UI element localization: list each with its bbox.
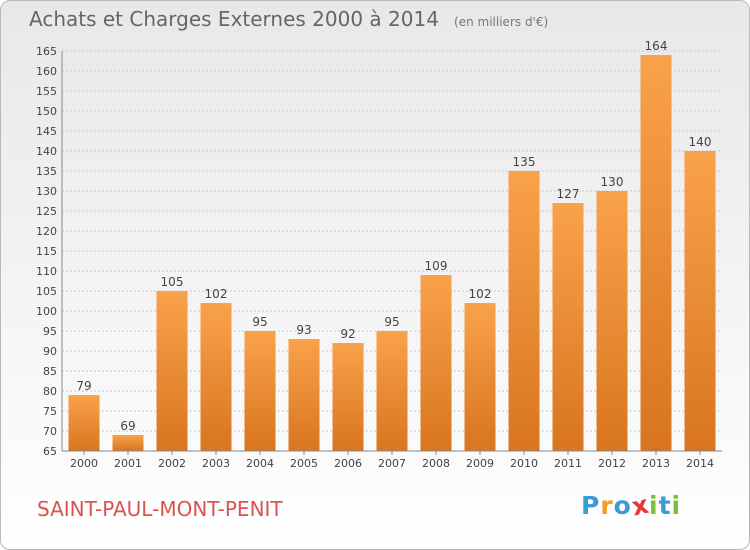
y-tick-label: 135 [36, 165, 57, 178]
bar-value-label: 69 [120, 419, 135, 433]
bar-value-label: 164 [645, 39, 668, 53]
logo-letter: P [581, 491, 601, 520]
bar-2002 [156, 291, 188, 451]
y-tick-label: 90 [43, 345, 57, 358]
y-tick-label: 140 [36, 145, 57, 158]
bar-value-label: 135 [513, 155, 536, 169]
x-tick-label: 2002 [158, 457, 186, 470]
bar-2007 [376, 331, 408, 451]
bar-2013 [640, 55, 672, 451]
bar-value-label: 95 [384, 315, 399, 329]
x-tick-label: 2011 [554, 457, 582, 470]
chart-subtitle: (en milliers d'€) [454, 15, 549, 29]
title-block: Achats et Charges Externes 2000 à 2014 (… [29, 7, 548, 31]
bar-2014 [684, 151, 716, 451]
y-tick-label: 100 [36, 305, 57, 318]
bar-2001 [112, 435, 144, 451]
bar-value-label: 102 [205, 287, 228, 301]
x-tick-label: 2004 [246, 457, 274, 470]
x-tick-label: 2000 [70, 457, 98, 470]
x-tick-label: 2014 [686, 457, 714, 470]
y-tick-label: 80 [43, 385, 57, 398]
x-tick-label: 2007 [378, 457, 406, 470]
bar-2003 [200, 303, 232, 451]
bar-2000 [68, 395, 100, 451]
y-tick-label: 145 [36, 125, 57, 138]
bar-2009 [464, 303, 496, 451]
bar-value-label: 140 [689, 135, 712, 149]
bar-2012 [596, 191, 628, 451]
bar-2011 [552, 203, 584, 451]
x-tick-label: 2013 [642, 457, 670, 470]
y-tick-label: 155 [36, 85, 57, 98]
y-tick-label: 165 [36, 45, 57, 58]
x-tick-label: 2010 [510, 457, 538, 470]
bar-value-label: 130 [601, 175, 624, 189]
commune-name: SAINT-PAUL-MONT-PENIT [37, 497, 283, 521]
bar-value-label: 127 [557, 187, 580, 201]
bar-2004 [244, 331, 276, 451]
bar-2005 [288, 339, 320, 451]
bar-2008 [420, 275, 452, 451]
bar-value-label: 105 [161, 275, 184, 289]
x-tick-label: 2006 [334, 457, 362, 470]
bar-value-label: 93 [296, 323, 311, 337]
x-tick-label: 2008 [422, 457, 450, 470]
y-tick-label: 95 [43, 325, 57, 338]
y-tick-label: 120 [36, 225, 57, 238]
x-tick-label: 2001 [114, 457, 142, 470]
x-tick-label: 2005 [290, 457, 318, 470]
y-tick-label: 130 [36, 185, 57, 198]
x-tick-label: 2003 [202, 457, 230, 470]
chart-title: Achats et Charges Externes 2000 à 2014 [29, 7, 439, 31]
y-tick-label: 70 [43, 425, 57, 438]
x-tick-label: 2009 [466, 457, 494, 470]
logo-letter: i [649, 491, 659, 520]
y-tick-label: 85 [43, 365, 57, 378]
y-tick-label: 110 [36, 265, 57, 278]
bar-2010 [508, 171, 540, 451]
y-tick-label: 65 [43, 445, 57, 458]
logo-letter: o [613, 491, 632, 520]
y-tick-label: 115 [36, 245, 57, 258]
bar-value-label: 79 [76, 379, 91, 393]
y-tick-label: 125 [36, 205, 57, 218]
logo-letter: r [600, 491, 614, 520]
bar-value-label: 102 [469, 287, 492, 301]
bar-2006 [332, 343, 364, 451]
y-tick-label: 75 [43, 405, 57, 418]
logo-letter: i [671, 491, 682, 520]
y-tick-label: 160 [36, 65, 57, 78]
y-tick-label: 150 [36, 105, 57, 118]
proxiti-logo: Proxiti [581, 490, 682, 522]
x-tick-label: 2012 [598, 457, 626, 470]
bar-value-label: 95 [252, 315, 267, 329]
y-tick-label: 105 [36, 285, 57, 298]
logo-letter: t [658, 491, 672, 520]
bar-value-label: 109 [425, 259, 448, 273]
bar-value-label: 92 [340, 327, 355, 341]
